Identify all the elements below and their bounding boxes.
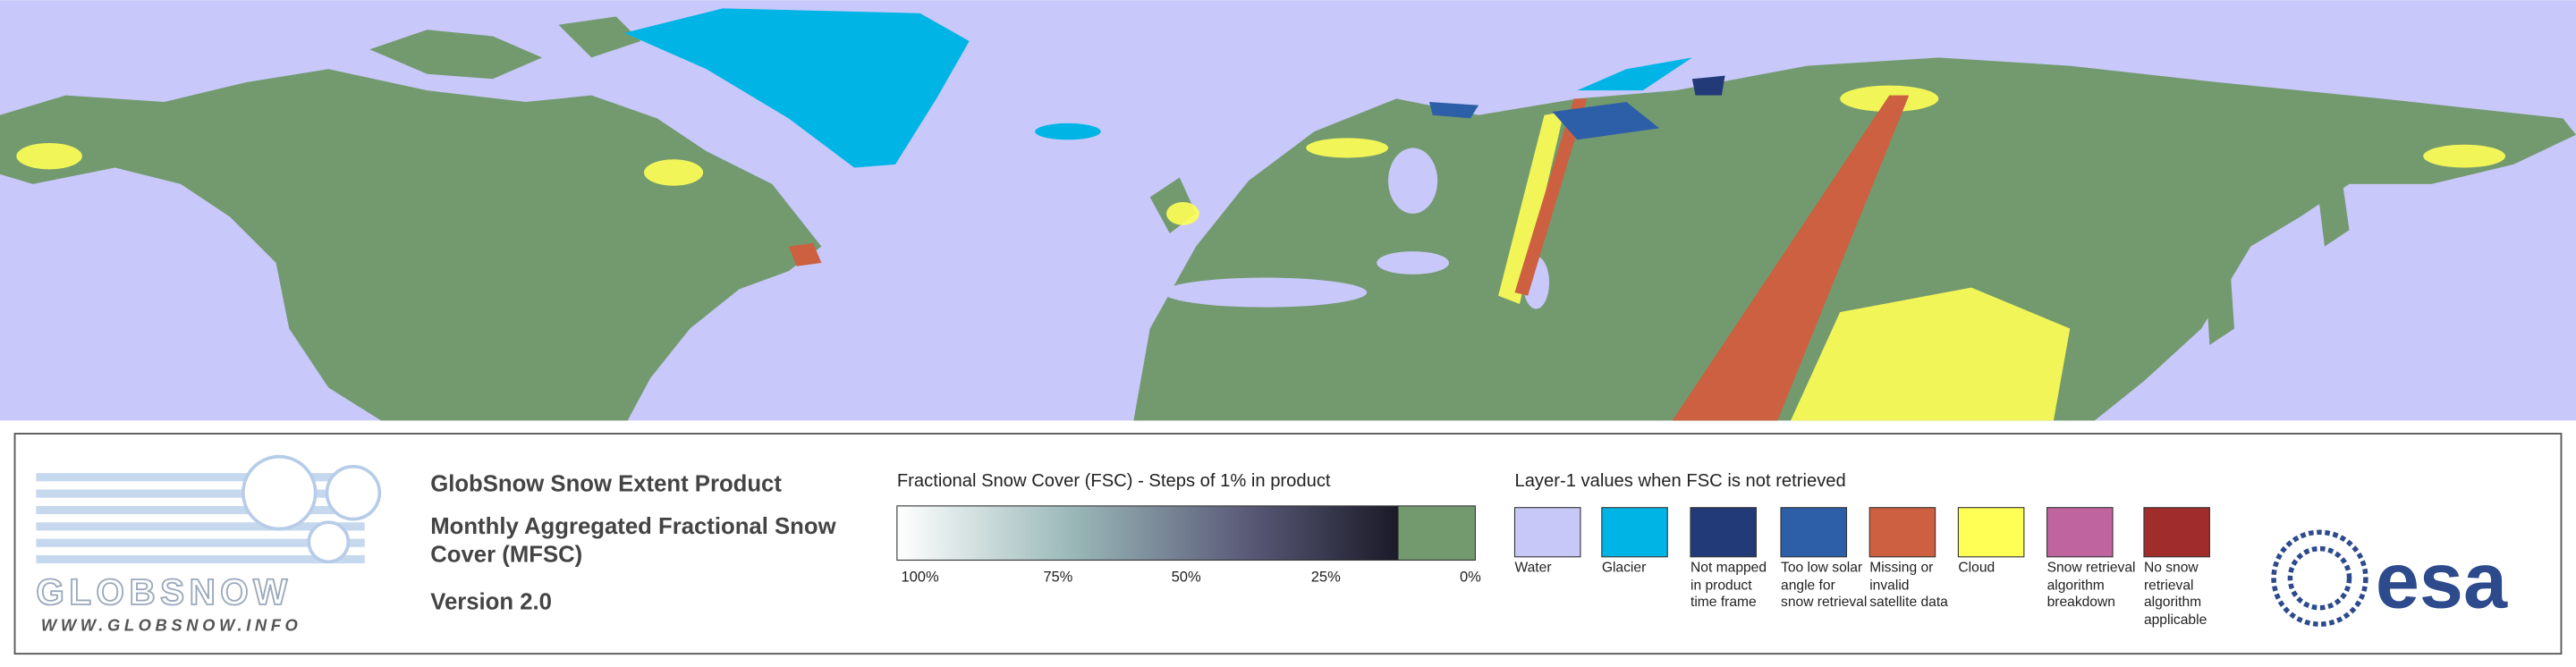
item-label-box: Too low solar angle for snow retrieval bbox=[1781, 558, 1868, 610]
item-label-box: Glacier bbox=[1601, 558, 1647, 575]
swatch bbox=[1690, 507, 1758, 558]
swatch bbox=[2046, 507, 2114, 558]
item-label: Water bbox=[1514, 558, 1552, 575]
version: Version 2.0 bbox=[430, 590, 552, 615]
fsc-title: Fractional Snow Cover (FSC) - Steps of 1… bbox=[897, 471, 1331, 491]
logo-url: WWW.GLOBSNOW.INFO bbox=[41, 615, 302, 634]
logo-name: GLOBSNOW bbox=[36, 571, 292, 612]
missing-patch bbox=[788, 242, 822, 266]
layer1-items: Water Glacier Not mapped in product time f… bbox=[1513, 507, 2210, 627]
item-label-box: No snow retrieval algorithm applicable bbox=[2143, 558, 2207, 627]
fsc-label: 100% bbox=[901, 568, 939, 585]
item-label-box: Water bbox=[1514, 558, 1552, 575]
swatch bbox=[1780, 507, 1848, 558]
agency: esa bbox=[2376, 536, 2508, 625]
product-title: GlobSnow Snow Extent Product bbox=[430, 471, 782, 496]
item-label: Snow retrieval algorithm breakdown bbox=[2046, 558, 2136, 610]
fsc-labels: 100% 75% 50% 25% 0% bbox=[901, 568, 1481, 585]
swatch bbox=[1868, 507, 1936, 558]
fsc-zero bbox=[1397, 505, 1476, 561]
item-label: Not mapped in product time frame bbox=[1690, 558, 1767, 610]
fsc-label: 50% bbox=[1172, 568, 1201, 585]
item-label: Glacier bbox=[1601, 558, 1647, 575]
swatch bbox=[1513, 507, 1581, 558]
logo-stripes bbox=[36, 473, 365, 564]
layer1-title: Layer-1 values when FSC is not retrieved bbox=[1514, 471, 1845, 491]
inland-water bbox=[1163, 148, 1550, 309]
swatch bbox=[1601, 507, 1668, 558]
missing-swath bbox=[1672, 95, 1910, 421]
item-label-box: Snow retrieval algorithm breakdown bbox=[2046, 558, 2136, 610]
greenland bbox=[623, 8, 970, 168]
swatch bbox=[1957, 507, 2025, 558]
glacier-islands bbox=[1035, 57, 1692, 140]
product-name-box: Monthly Aggregated Fractional Snow Cover… bbox=[430, 512, 836, 567]
fsc-label: 75% bbox=[1043, 568, 1072, 585]
item-label: No snow retrieval algorithm applicable bbox=[2143, 558, 2207, 627]
item-label: Cloud bbox=[1958, 558, 1996, 575]
product-name: Monthly Aggregated Fractional Snow Cover… bbox=[430, 512, 836, 567]
missing-swath bbox=[1514, 98, 1588, 296]
fsc-label: 25% bbox=[1311, 568, 1341, 585]
item-label-box: Missing or invalid satellite data bbox=[1869, 558, 1948, 610]
fsc-label: 0% bbox=[1460, 568, 1481, 585]
esa-logo bbox=[2271, 529, 2368, 627]
land bbox=[0, 16, 2576, 421]
item-label-box: Cloud bbox=[1958, 558, 1996, 575]
swatch bbox=[2143, 507, 2210, 558]
item-label: Too low solar angle for snow retrieval bbox=[1781, 558, 1868, 610]
item-label: Missing or invalid satellite data bbox=[1869, 558, 1948, 610]
logo-flakes bbox=[242, 454, 382, 564]
item-label-box: Not mapped in product time frame bbox=[1690, 558, 1767, 610]
fsc-gradient bbox=[896, 505, 1399, 561]
low-sun-areas bbox=[1428, 75, 1725, 140]
cloud-areas bbox=[16, 85, 2506, 421]
